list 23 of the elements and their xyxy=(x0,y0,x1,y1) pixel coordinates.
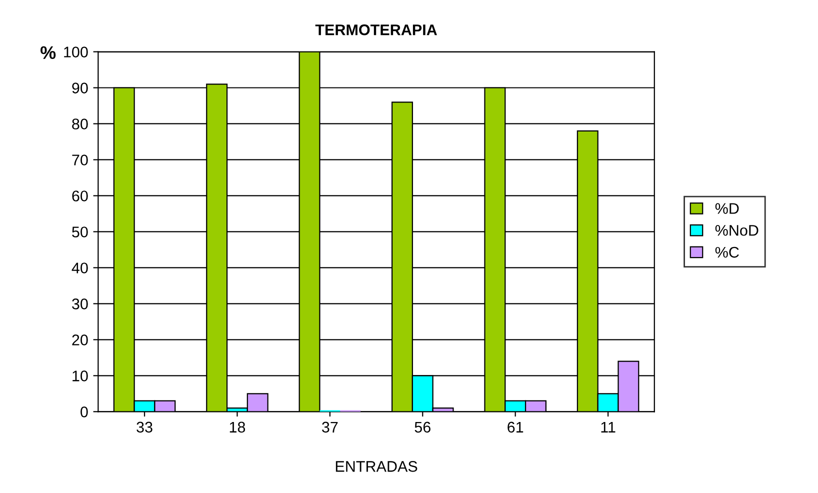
x-tick-label: 37 xyxy=(322,422,338,433)
chart-title: TERMOTERAPIA xyxy=(315,24,437,36)
y-tick-label: 70 xyxy=(72,154,88,166)
y-tick-label: 40 xyxy=(72,262,88,274)
y-tick-label: 100 xyxy=(64,46,88,58)
legend-label: %C xyxy=(715,246,739,258)
x-axis-title: ENTRADAS xyxy=(336,461,418,472)
legend-label: %NoD xyxy=(715,225,758,236)
y-tick-label: 30 xyxy=(72,298,88,310)
legend-label: %D xyxy=(715,203,739,214)
y-tick-label: 10 xyxy=(72,370,88,382)
y-tick-label: 50 xyxy=(72,226,88,238)
x-tick-label: 61 xyxy=(508,422,524,433)
y-tick-label: 80 xyxy=(72,118,88,130)
x-tick-label: 56 xyxy=(414,422,430,433)
y-axis-title: % xyxy=(40,46,56,59)
x-tick-label: 33 xyxy=(136,422,152,433)
y-tick-label: 0 xyxy=(80,406,88,418)
y-tick-label: 60 xyxy=(72,190,88,202)
x-tick-label: 18 xyxy=(230,422,246,433)
y-tick-label: 90 xyxy=(72,82,88,94)
y-tick-label: 20 xyxy=(72,334,88,346)
x-tick-label: 11 xyxy=(601,422,616,432)
